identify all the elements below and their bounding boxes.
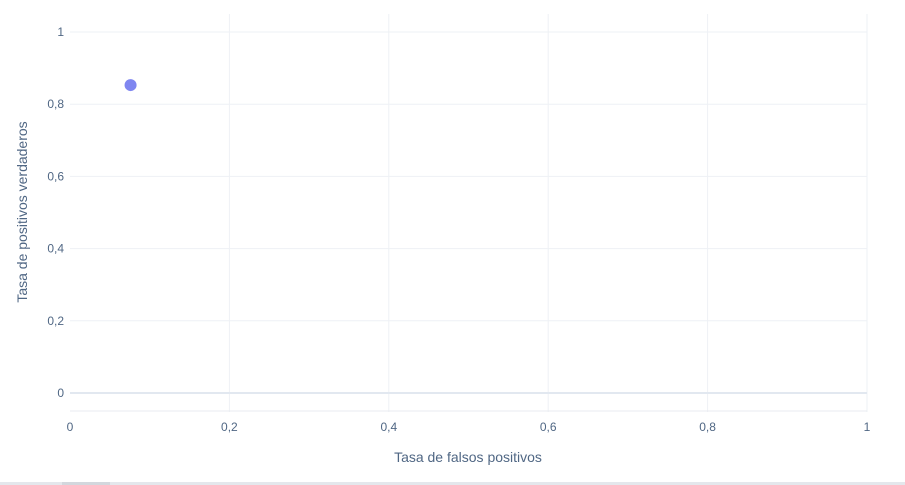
y-tick-label: 0 [57,386,64,400]
data-point[interactable] [124,79,137,92]
x-tick-label: 0,6 [540,420,557,434]
grid-layer [70,14,868,412]
bottom-divider [0,482,905,485]
y-axis-title: Tasa de positivos verdaderos [14,121,30,302]
y-tick-label: 0,2 [47,314,64,328]
x-tick-label: 0,8 [699,420,716,434]
x-tick-label: 0 [67,420,74,434]
y-tick-label: 0,6 [47,169,64,183]
x-axis-title: Tasa de falsos positivos [394,449,542,465]
y-tick-label: 1 [57,25,64,39]
x-tick-label: 1 [864,420,871,434]
data-points [124,79,137,92]
y-tick-label: 0,4 [47,242,64,256]
y-tick-label: 0,8 [47,97,64,111]
x-tick-label: 0,4 [380,420,397,434]
tick-labels: 0 0,2 0,4 0,6 0,8 1 0 0,2 0,4 0,6 0,8 1 [47,25,870,434]
x-tick-label: 0,2 [221,420,238,434]
scrollbar-thumb [62,482,110,485]
